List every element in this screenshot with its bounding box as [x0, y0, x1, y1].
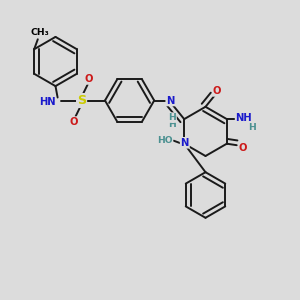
Text: HN: HN	[39, 97, 56, 107]
Text: O: O	[70, 117, 78, 127]
Text: HO: HO	[157, 136, 172, 145]
Text: NH: NH	[236, 112, 252, 123]
Text: O: O	[213, 86, 221, 96]
Text: O: O	[239, 143, 247, 153]
Text: CH₃: CH₃	[31, 28, 50, 37]
Text: N: N	[181, 138, 189, 148]
Text: H: H	[248, 123, 256, 132]
Text: N: N	[166, 95, 175, 106]
Text: H: H	[168, 113, 176, 122]
Text: H: H	[168, 120, 176, 129]
Text: S: S	[77, 94, 86, 107]
Text: O: O	[85, 74, 93, 84]
